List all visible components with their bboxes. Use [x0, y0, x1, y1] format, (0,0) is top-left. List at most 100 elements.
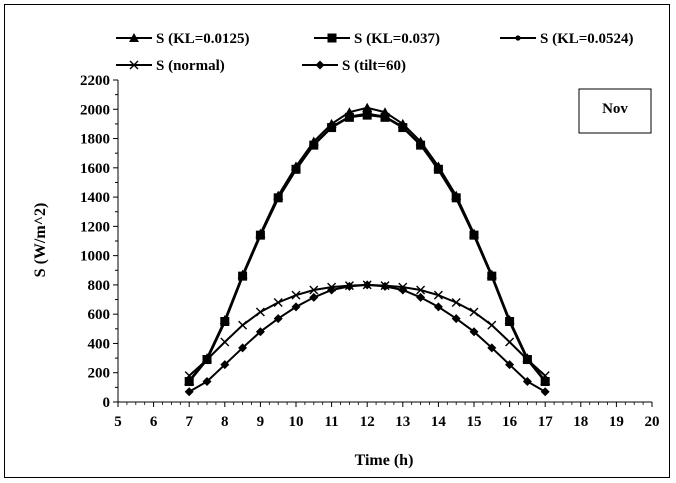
data-point [398, 285, 408, 295]
series-4 [184, 280, 550, 381]
data-point [400, 124, 406, 130]
data-point [453, 195, 459, 202]
x-tick-label: 14 [431, 414, 447, 430]
data-point [487, 320, 497, 330]
data-point [469, 307, 479, 317]
data-point [346, 113, 352, 120]
data-point [364, 111, 370, 117]
data-point [220, 337, 230, 347]
data-point [522, 355, 532, 365]
data-point [540, 371, 550, 381]
x-tick-label: 5 [114, 414, 122, 430]
series-line [188, 112, 546, 383]
y-tick-label: 400 [88, 336, 111, 352]
y-tick-label: 1800 [80, 132, 110, 148]
series-line [188, 283, 546, 377]
legend: S (KL=0.0125) S (KL=0.037) S (KL=0.0524) S … [116, 31, 634, 74]
data-point [471, 233, 477, 239]
y-tick-label: 1200 [80, 219, 110, 235]
y-tick-label: 200 [88, 366, 111, 382]
x-tick-label: 20 [645, 414, 660, 430]
series-5 [184, 280, 550, 397]
data-point [291, 302, 301, 312]
data-point [273, 297, 283, 307]
legend-label: S (KL=0.0125) [156, 31, 250, 47]
y-tick-label: 800 [88, 278, 111, 294]
y-tick-label: 2200 [80, 73, 110, 89]
data-point [184, 387, 194, 397]
data-point [309, 292, 319, 302]
data-point [238, 343, 248, 353]
data-point [257, 233, 263, 239]
x-tick-label: 15 [467, 414, 482, 430]
y-tick-label: 1600 [80, 161, 110, 177]
data-point [275, 195, 281, 202]
series-1 [184, 102, 551, 385]
y-tick-label: 1400 [80, 190, 110, 206]
legend-entry: S (normal) [116, 58, 225, 74]
data-point [293, 167, 299, 173]
legend-entry: S (tilt=60) [302, 58, 406, 74]
data-point [238, 320, 248, 330]
x-tick-label: 11 [325, 414, 339, 430]
x-tick-label: 19 [609, 414, 624, 430]
data-point [505, 337, 515, 347]
series-line [188, 283, 546, 393]
legend-entry: S (KL=0.0125) [116, 31, 250, 47]
data-point [418, 141, 424, 147]
y-tick-label: 1000 [80, 249, 110, 265]
data-point [416, 292, 426, 302]
legend-label: S (KL=0.037) [354, 31, 440, 47]
data-point [522, 377, 532, 387]
legend-marker [315, 60, 325, 70]
legend-entry: S (KL=0.0524) [500, 31, 634, 47]
x-tick-label: 10 [289, 414, 304, 430]
data-point [202, 377, 212, 387]
data-point [362, 102, 373, 112]
y-tick-label: 600 [88, 307, 111, 323]
x-tick-label: 8 [221, 414, 229, 430]
y-tick-label: 2000 [80, 102, 110, 118]
plot-area [184, 102, 551, 397]
x-tick-label: 6 [150, 414, 158, 430]
y-axis: 0 200 400 600 800 1000 1200 1400 1600 1800 2000 220… [80, 73, 119, 411]
y-tick-label: 0 [103, 395, 111, 411]
data-point [255, 327, 265, 337]
data-point [489, 274, 495, 280]
legend-label: S (KL=0.0524) [540, 31, 634, 47]
data-point [327, 285, 337, 295]
legend-marker [515, 35, 521, 41]
data-point [255, 307, 265, 317]
data-point [222, 319, 228, 325]
data-point [291, 290, 301, 300]
series-line [188, 106, 546, 382]
series-line [188, 114, 546, 383]
legend-marker [129, 33, 139, 42]
data-point [451, 297, 461, 307]
x-tick-label: 16 [502, 414, 518, 430]
data-point [540, 387, 550, 397]
data-point [435, 167, 441, 173]
x-tick-label: 18 [573, 414, 588, 430]
data-point [184, 371, 194, 381]
data-point [542, 379, 548, 385]
data-point [416, 285, 426, 295]
y-axis-title: S (W/m^2) [32, 203, 49, 278]
data-point [240, 274, 246, 280]
data-point [344, 281, 354, 291]
data-point [362, 280, 372, 290]
x-axis-title: Time (h) [355, 452, 414, 469]
data-point [451, 314, 461, 324]
x-tick-label: 9 [257, 414, 265, 430]
data-point [505, 360, 515, 370]
legend-label: S (normal) [156, 58, 225, 74]
data-point [220, 360, 230, 370]
x-tick-label: 13 [395, 414, 410, 430]
data-point [202, 355, 212, 365]
data-point [309, 285, 319, 295]
data-point [186, 379, 192, 385]
data-point [433, 290, 443, 300]
legend-entry: S (KL=0.037) [314, 31, 440, 47]
series-2 [184, 110, 550, 387]
